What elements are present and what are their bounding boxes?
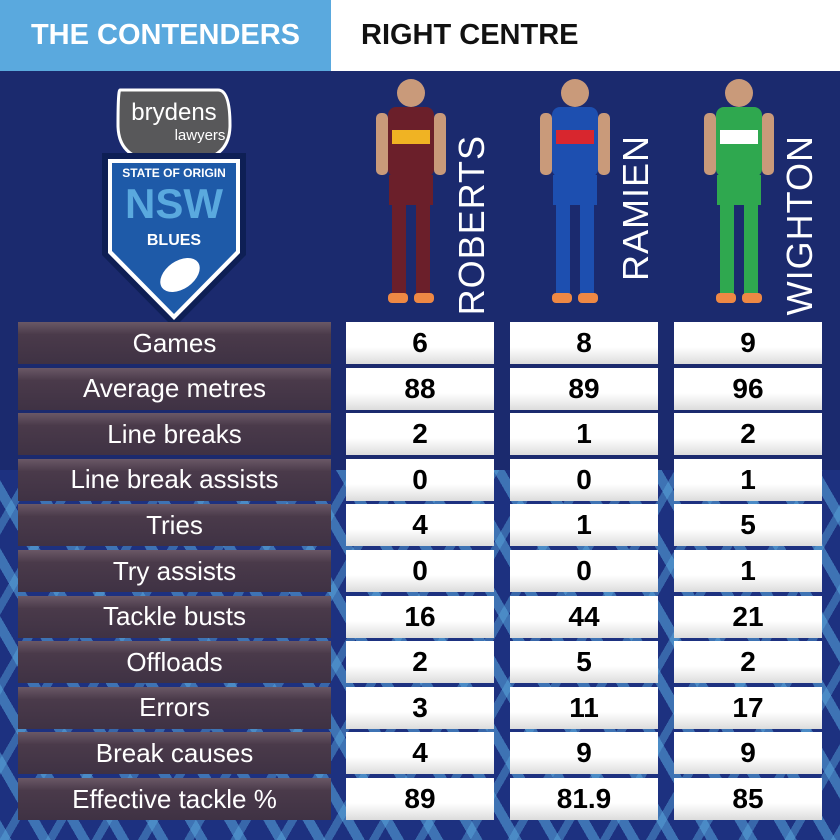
stat-label: Offloads bbox=[18, 641, 331, 684]
stat-row: Errors 3 11 17 bbox=[0, 686, 840, 729]
player-photo bbox=[376, 79, 446, 303]
stat-value: 2 bbox=[346, 641, 494, 684]
stat-value: 5 bbox=[510, 641, 658, 684]
stat-row: Tackle busts 16 44 21 bbox=[0, 595, 840, 638]
stat-row: Line breaks 2 1 2 bbox=[0, 413, 840, 456]
stat-value: 1 bbox=[674, 550, 822, 592]
stat-row: Games 6 8 9 bbox=[0, 322, 840, 364]
stat-value: 0 bbox=[510, 550, 658, 592]
stat-value: 89 bbox=[346, 778, 494, 820]
stat-value: 2 bbox=[346, 413, 494, 456]
stat-label: Tries bbox=[18, 504, 331, 547]
stat-value: 4 bbox=[346, 504, 494, 547]
stat-row: Tries 4 1 5 bbox=[0, 504, 840, 547]
stat-value: 21 bbox=[674, 595, 822, 638]
stat-label: Line breaks bbox=[18, 413, 331, 456]
stat-value: 96 bbox=[674, 367, 822, 410]
stat-value: 9 bbox=[674, 732, 822, 775]
stat-row: Try assists 0 0 1 bbox=[0, 550, 840, 592]
stat-label: Break causes bbox=[18, 732, 331, 775]
logo-line1: STATE OF ORIGIN bbox=[122, 166, 226, 180]
stat-value: 0 bbox=[510, 458, 658, 501]
stat-row: Offloads 2 5 2 bbox=[0, 641, 840, 684]
stat-label: Effective tackle % bbox=[18, 778, 331, 820]
stat-value: 89 bbox=[510, 367, 658, 410]
logo-line2: NSW bbox=[125, 180, 223, 227]
stat-row: Line break assists 0 0 1 bbox=[0, 458, 840, 501]
stat-label: Line break assists bbox=[18, 458, 331, 501]
stat-value: 6 bbox=[346, 322, 494, 364]
stat-value: 85 bbox=[674, 778, 822, 820]
player-photo bbox=[704, 79, 774, 303]
stat-row: Average metres 88 89 96 bbox=[0, 367, 840, 410]
stat-value: 5 bbox=[674, 504, 822, 547]
stat-label: Try assists bbox=[18, 550, 331, 592]
stat-label: Games bbox=[18, 322, 331, 364]
stat-value: 4 bbox=[346, 732, 494, 775]
football-icon bbox=[160, 257, 200, 293]
stat-value: 17 bbox=[674, 686, 822, 729]
stat-value: 0 bbox=[346, 458, 494, 501]
stat-value: 8 bbox=[510, 322, 658, 364]
header-title-contenders: THE CONTENDERS bbox=[0, 0, 331, 71]
stat-value: 2 bbox=[674, 413, 822, 456]
stat-value: 16 bbox=[346, 595, 494, 638]
player-name: WIGHTON bbox=[779, 135, 820, 316]
stat-value: 11 bbox=[510, 686, 658, 729]
stat-value: 0 bbox=[346, 550, 494, 592]
stat-value: 2 bbox=[674, 641, 822, 684]
header-title-position: RIGHT CENTRE bbox=[331, 0, 840, 71]
stat-value: 81.9 bbox=[510, 778, 658, 820]
logo-line3: BLUES bbox=[147, 232, 202, 249]
logo-sponsor-text: brydens bbox=[131, 99, 216, 126]
stat-row: Break causes 4 9 9 bbox=[0, 732, 840, 775]
player-photo bbox=[540, 79, 610, 303]
stat-value: 3 bbox=[346, 686, 494, 729]
stat-value: 88 bbox=[346, 367, 494, 410]
stat-value: 1 bbox=[510, 504, 658, 547]
player-name: ROBERTS bbox=[451, 135, 492, 316]
stat-label: Errors bbox=[18, 686, 331, 729]
stat-value: 44 bbox=[510, 595, 658, 638]
player-name: RAMIEN bbox=[615, 135, 656, 282]
stat-label: Average metres bbox=[18, 367, 331, 410]
stat-row: Effective tackle % 89 81.9 85 bbox=[0, 778, 840, 820]
stat-value: 1 bbox=[510, 413, 658, 456]
stat-value: 9 bbox=[674, 322, 822, 364]
stat-label: Tackle busts bbox=[18, 595, 331, 638]
stat-value: 9 bbox=[510, 732, 658, 775]
stat-value: 1 bbox=[674, 458, 822, 501]
logo-sponsor-subtext: lawyers bbox=[175, 127, 226, 144]
nsw-blues-logo: brydens lawyers STATE OF ORIGIN NSW BLUE… bbox=[102, 88, 246, 328]
